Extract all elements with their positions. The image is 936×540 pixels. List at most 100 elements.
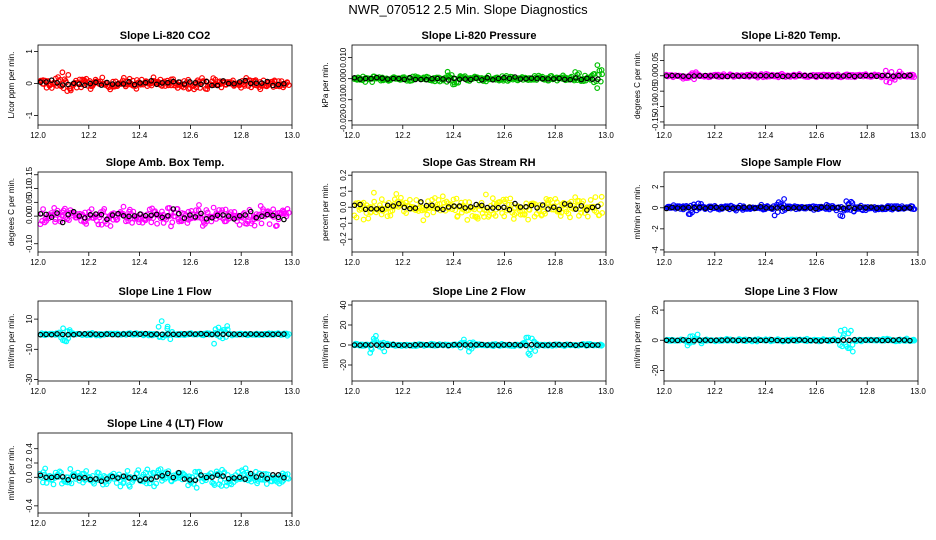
- data-point: [592, 194, 599, 201]
- reference-point: [137, 211, 143, 217]
- reference-point: [407, 342, 413, 349]
- reference-point: [379, 342, 386, 348]
- reference-point: [779, 204, 786, 211]
- plot-frame: [37, 300, 293, 382]
- reference-point: [220, 473, 226, 479]
- data-point: [598, 193, 605, 200]
- reference-point: [48, 214, 55, 221]
- y-axis-label: L/cor ppm per min.: [7, 52, 16, 119]
- x-tick-label: 12.6: [809, 131, 825, 140]
- reference-point: [539, 75, 546, 82]
- x-tick-label: 13.0: [284, 387, 300, 396]
- data-point: [691, 76, 697, 83]
- reference-point: [126, 331, 132, 337]
- reference-point: [696, 204, 703, 211]
- reference-point: [445, 77, 452, 83]
- reference-point: [65, 476, 72, 483]
- data-point: [120, 479, 127, 485]
- data-point: [781, 196, 787, 202]
- x-tick-label: 12.8: [859, 387, 875, 396]
- y-tick-label: -1: [25, 111, 34, 119]
- reference-point: [87, 331, 94, 338]
- data-point: [244, 77, 251, 84]
- data-point: [689, 209, 695, 216]
- data-point: [120, 74, 127, 81]
- reference-point: [153, 211, 160, 218]
- reference-point: [412, 205, 419, 211]
- reference-point: [258, 213, 265, 220]
- reference-point: [768, 336, 775, 343]
- reference-point: [115, 331, 121, 338]
- reference-point: [890, 73, 897, 80]
- y-tick-label: 0.000: [339, 68, 348, 89]
- data-point: [154, 220, 161, 227]
- data-point: [251, 222, 258, 229]
- reference-point: [104, 79, 110, 86]
- reference-point: [109, 212, 116, 218]
- reference-point: [379, 75, 386, 82]
- data-point: [508, 201, 515, 208]
- panel-sampleflow: Slope Sample Flow 12.0 12.2 12.4 12.6 12.8 13.…: [633, 157, 926, 267]
- y-tick-label: 0.00: [651, 67, 660, 83]
- reference-point: [840, 73, 847, 79]
- reference-point: [412, 76, 419, 83]
- reference-point: [757, 72, 764, 79]
- x-tick-label: 12.0: [344, 131, 360, 140]
- reference-point: [868, 72, 875, 79]
- reference-point: [236, 331, 243, 338]
- reference-point: [813, 337, 819, 344]
- reference-point: [724, 337, 731, 343]
- reference-point: [680, 337, 686, 343]
- reference-point: [368, 206, 374, 212]
- data-point: [846, 345, 853, 352]
- data-point: [501, 213, 508, 220]
- y-tick-label: 0: [651, 205, 660, 210]
- reference-point: [462, 205, 469, 211]
- reference-point: [214, 331, 221, 337]
- reference-point: [192, 331, 199, 337]
- data-point: [883, 78, 890, 85]
- reference-point: [506, 75, 513, 82]
- reference-point: [159, 80, 166, 86]
- reference-point: [545, 342, 551, 348]
- reference-point: [236, 213, 243, 219]
- reference-point: [846, 72, 852, 79]
- reference-point: [462, 342, 469, 348]
- y-tick-label: 0.2: [339, 169, 348, 181]
- x-tick-label: 12.2: [81, 387, 97, 396]
- data-point: [66, 217, 72, 224]
- reference-point: [696, 73, 703, 79]
- data-point: [211, 340, 218, 347]
- reference-point: [696, 337, 703, 344]
- reference-point: [835, 204, 841, 211]
- data-point: [62, 205, 68, 212]
- x-tick-label: 12.6: [497, 258, 513, 267]
- reference-point: [264, 78, 271, 85]
- x-tick-label: 13.0: [910, 387, 926, 396]
- reference-point: [901, 73, 908, 79]
- reference-point: [253, 474, 260, 480]
- y-tick-label: 0.010: [339, 47, 348, 68]
- reference-point: [270, 212, 276, 219]
- reference-point: [270, 331, 276, 338]
- x-tick-label: 12.4: [758, 131, 774, 140]
- data-point: [117, 483, 124, 490]
- reference-point: [456, 203, 463, 209]
- data-point: [378, 196, 385, 203]
- x-tick-label: 12.8: [547, 387, 563, 396]
- reference-point: [275, 471, 282, 478]
- reference-point: [379, 206, 386, 213]
- reference-point: [242, 212, 249, 218]
- data-point: [193, 484, 200, 491]
- reference-point: [713, 73, 720, 79]
- reference-point: [707, 73, 714, 79]
- reference-point: [148, 331, 155, 338]
- reference-point: [82, 474, 88, 481]
- reference-point: [495, 75, 502, 82]
- x-tick-label: 12.4: [758, 258, 774, 267]
- reference-point: [59, 82, 66, 88]
- reference-point: [669, 337, 675, 344]
- reference-point: [807, 72, 814, 79]
- data-point: [155, 323, 162, 330]
- data-point: [526, 352, 533, 358]
